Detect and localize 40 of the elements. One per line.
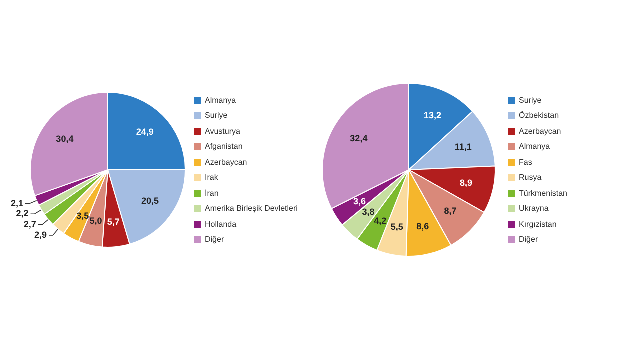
- data-label: 2,9: [34, 230, 48, 240]
- data-label: 11,1: [454, 142, 472, 152]
- data-label: 4,2: [374, 216, 387, 226]
- data-label: 24,9: [136, 127, 154, 138]
- legend-label: Diğer: [519, 234, 538, 246]
- data-label: 5,5: [390, 222, 404, 232]
- data-label: 30,4: [56, 134, 74, 144]
- data-label: 3,8: [362, 207, 375, 218]
- data-label: 8,9: [460, 178, 472, 188]
- legend-label: Amerika Birleşik Devletleri: [205, 203, 298, 215]
- legend-label: Almanya: [519, 141, 550, 153]
- legend-label: Kırgızistan: [519, 218, 557, 231]
- legend-label: Diğer: [205, 234, 224, 246]
- legend-label: Türkmenistan: [519, 188, 568, 200]
- legend-label: Azerbaycan: [205, 156, 248, 169]
- data-label: 32,4: [350, 134, 368, 144]
- legend-label: Rusya: [519, 172, 542, 184]
- data-label: 2,7: [24, 219, 36, 230]
- data-label: 3,5: [76, 210, 90, 221]
- legend-label: Hollanda: [205, 218, 237, 230]
- data-label: 5,7: [107, 216, 120, 227]
- legend-label: Fas: [519, 156, 532, 168]
- legend-label: Almanya: [205, 94, 236, 107]
- legend-label: Ukrayna: [519, 203, 549, 215]
- data-label: 3,6: [353, 196, 366, 207]
- legend-label: İran: [205, 188, 219, 200]
- legend-label: Avusturya: [205, 126, 240, 138]
- data-label: 5,0: [90, 216, 102, 226]
- data-label: 8,7: [444, 206, 457, 216]
- data-label: 2,2: [16, 208, 29, 219]
- legend-label: Suriye: [205, 110, 228, 122]
- legend-label: Suriye: [519, 94, 542, 107]
- data-label: 8,6: [416, 222, 430, 232]
- legend-label: Irak: [205, 172, 218, 184]
- legend-label: Özbekistan: [519, 110, 560, 122]
- data-label: 2,1: [10, 198, 24, 208]
- data-label: 20,5: [142, 196, 160, 206]
- legend-label: Afganistan: [205, 141, 243, 153]
- data-label: 13,2: [424, 110, 442, 121]
- legend-label: Azerbaycan: [519, 126, 562, 138]
